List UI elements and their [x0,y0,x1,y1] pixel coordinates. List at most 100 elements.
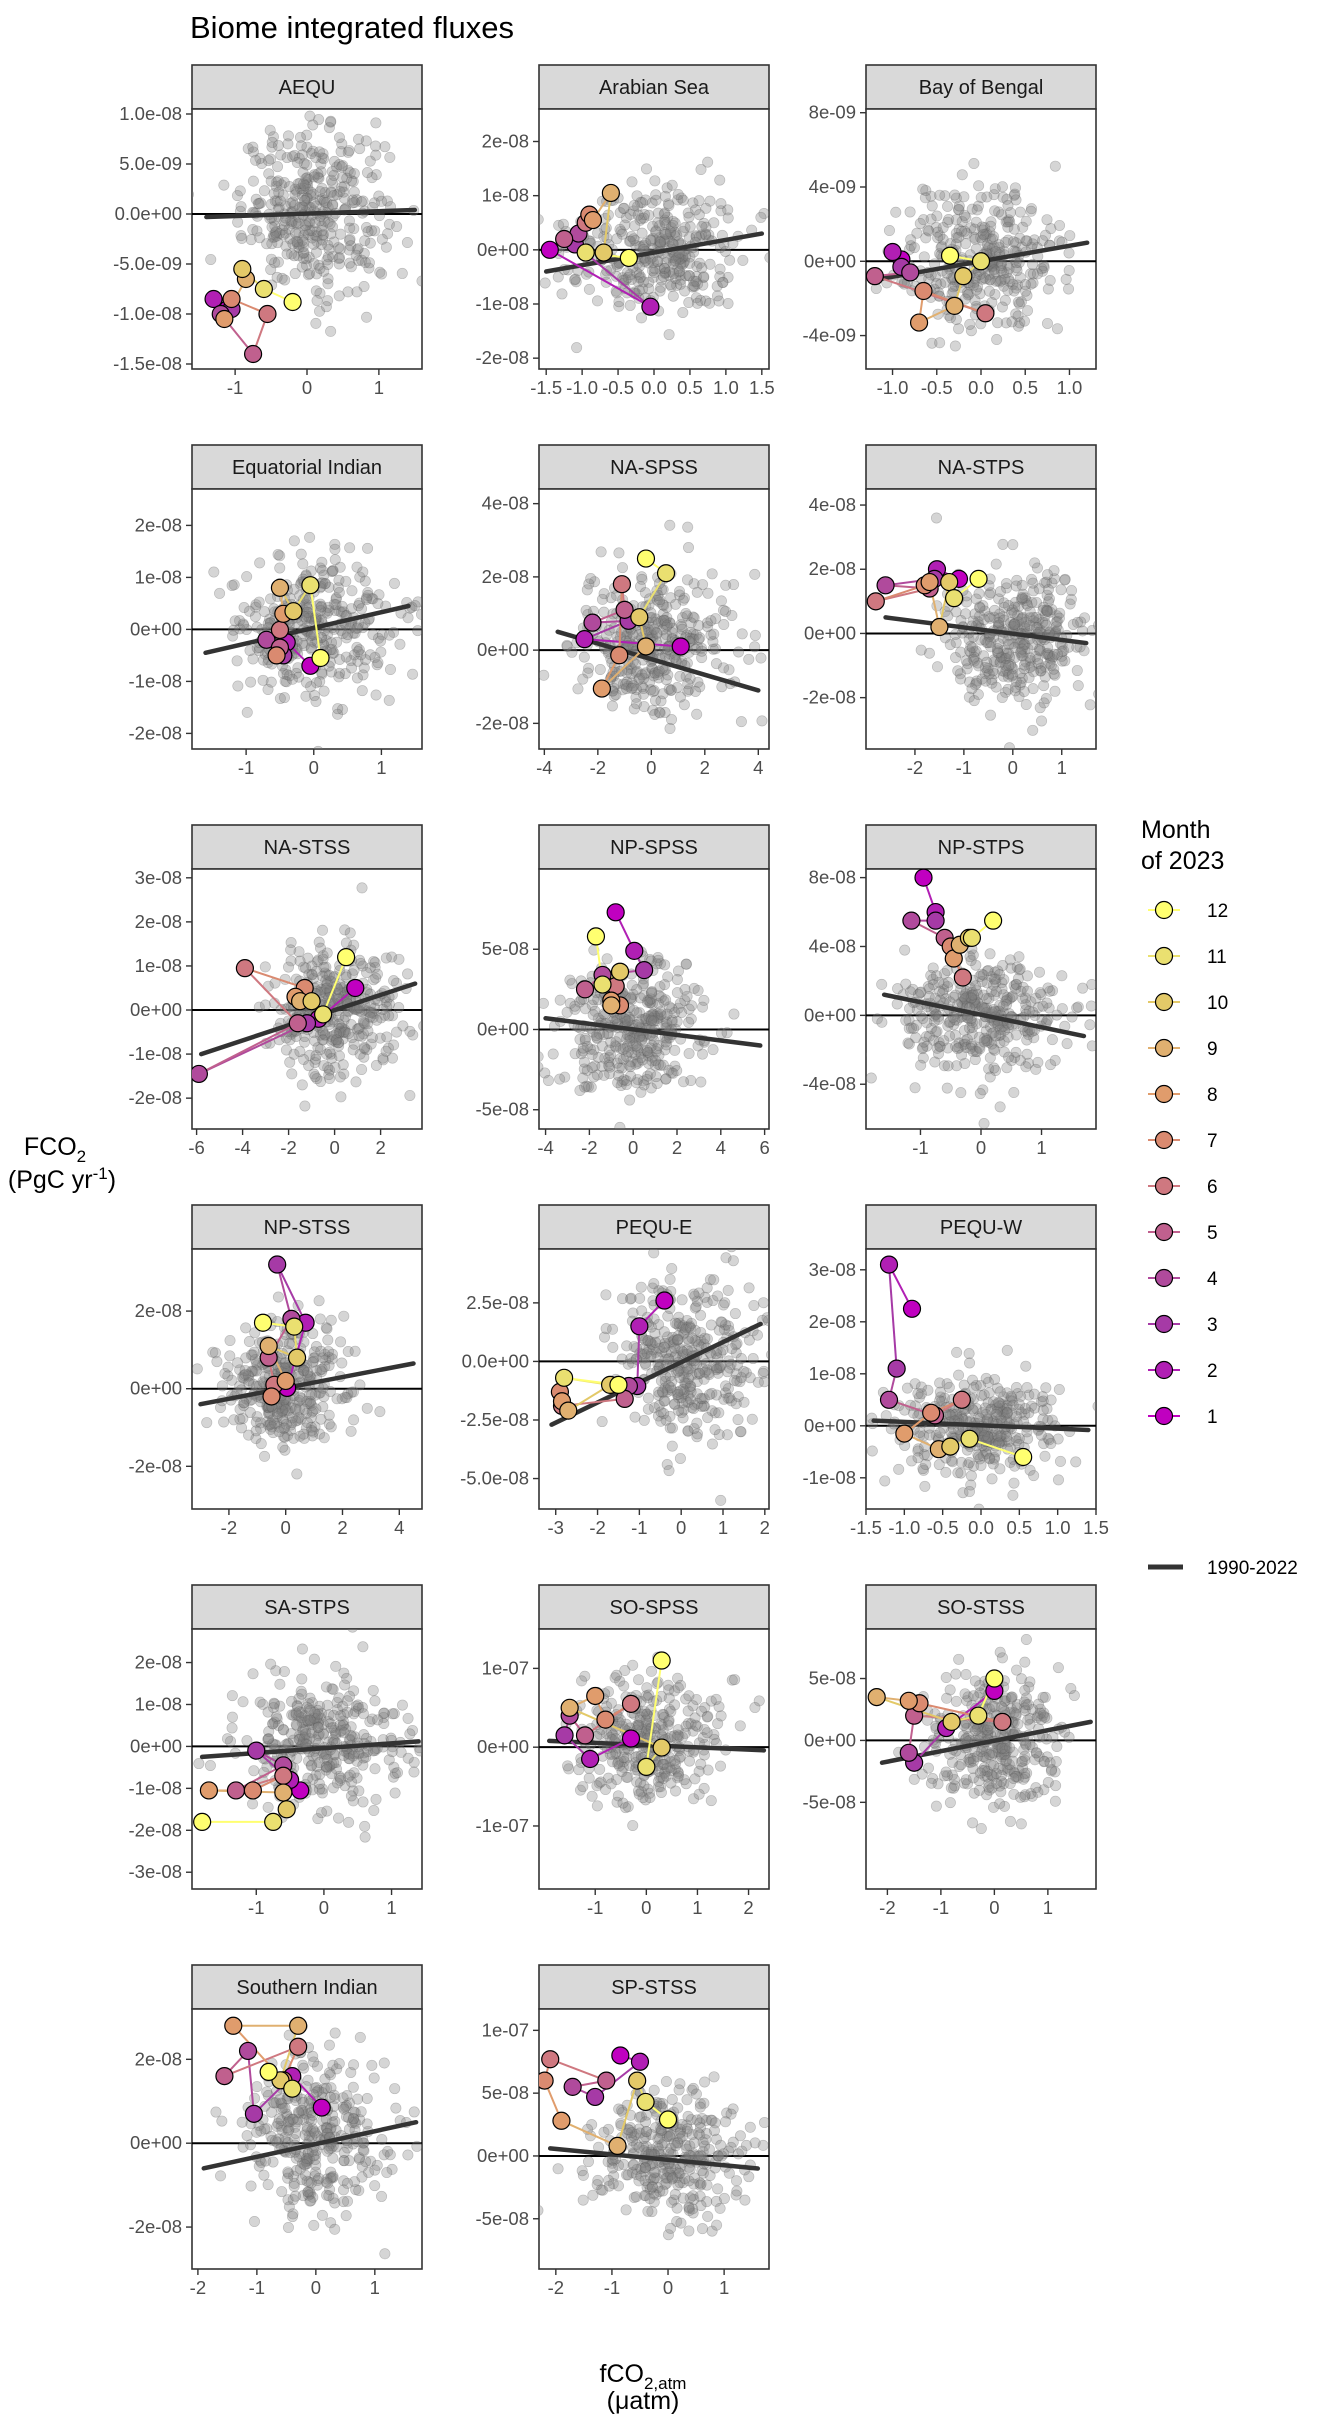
scatter-point [313,114,325,126]
scatter-point [624,208,636,220]
scatter-point [321,969,333,981]
scatter-point [369,957,381,969]
scatter-point [959,225,971,237]
scatter-point [996,181,1008,193]
scatter-point [1020,616,1032,628]
scatter-point [628,205,640,217]
scatter-point [690,230,702,242]
scatter-point [319,578,331,590]
scatter-point [992,1019,1004,1031]
scatter-point [1032,622,1044,634]
scatter-point [294,955,306,967]
scatter-point [694,632,706,644]
scatter-point [1026,573,1038,585]
month-point-5 [575,980,595,999]
scatter-point [348,186,360,198]
scatter-point [345,655,357,667]
scatter-point [663,270,675,282]
scatter-point [1093,689,1096,699]
scatter-point [949,340,961,352]
scatter-point [318,569,330,581]
scatter-point [347,1044,359,1056]
scatter-point [649,667,661,679]
scatter-point [701,617,713,629]
scatter-point [715,1027,727,1039]
scatter-point [309,1035,321,1047]
scatter-point [770,218,780,228]
scatter-point [369,225,381,237]
scatter-point [650,616,662,628]
scatter-point [616,1353,628,1365]
scatter-point [1030,651,1042,663]
scatter-point [937,222,949,234]
scatter-point [227,624,239,636]
month-point-12 [619,248,638,268]
scatter-point [696,262,708,274]
scatter-point [659,618,671,630]
scatter-point [641,1045,653,1057]
scatter-point [1056,650,1068,662]
scatter-point [326,566,338,578]
scatter-point [301,159,313,171]
scatter-point [325,228,337,240]
scatter-point [690,275,702,287]
scatter-point [316,152,328,164]
scatter-point [707,1044,719,1056]
scatter-point [348,196,360,208]
month-point-3 [926,911,945,930]
scatter-point [684,270,696,282]
scatter-point [297,593,309,605]
scatter-point [268,188,280,200]
scatter-point [640,667,652,679]
scatter-point [1058,645,1070,657]
scatter-point [646,627,658,639]
scatter-point [737,254,749,266]
scatter-point [1018,659,1030,671]
y-tick-label: -2e-08 [803,687,856,708]
scatter-point [642,1403,654,1415]
scatter-point [1049,573,1061,585]
strip-label: PEQU-E [616,1217,693,1239]
scatter-point [923,225,935,237]
scatter-point [331,189,343,201]
scatter-point [273,1426,285,1438]
scatter-point [993,638,1005,650]
y-tick-label: 8e-09 [809,102,856,123]
scatter-point [289,183,301,195]
scatter-point [642,1392,654,1404]
month-point-11 [576,243,595,262]
scatter-point [1023,672,1035,684]
scatter-point [988,611,1000,623]
scatter-point [659,959,671,971]
scatter-point [313,745,324,749]
scatter-point [554,994,566,1006]
scatter-point [669,1007,681,1019]
scatter-point [649,175,661,187]
scatter-point [357,622,369,634]
month-point-2 [204,289,223,309]
scatter-point [663,1465,675,1477]
scatter-point [290,227,302,239]
scatter-point [1019,639,1031,651]
scatter-point [542,1075,554,1087]
scatter-point [336,703,348,715]
scatter-point [344,257,356,269]
scatter-point [280,200,292,212]
scatter-point [985,641,997,653]
scatter-point [338,1014,350,1026]
scatter-point [1046,603,1058,615]
x-tick-label: 0 [628,1137,638,1158]
scatter-point [680,270,692,282]
scatter-point [664,1422,676,1434]
scatter-point [1005,658,1017,670]
scatter-point [676,1294,688,1306]
scatter-point [735,716,747,728]
scatter-point [313,259,325,271]
scatter-point [366,593,378,605]
scatter-point [344,927,356,939]
scatter-point [905,1022,917,1034]
scatter-point [627,682,639,694]
scatter-point [666,627,678,639]
month-point-9 [270,578,290,597]
scatter-point [735,1426,747,1438]
